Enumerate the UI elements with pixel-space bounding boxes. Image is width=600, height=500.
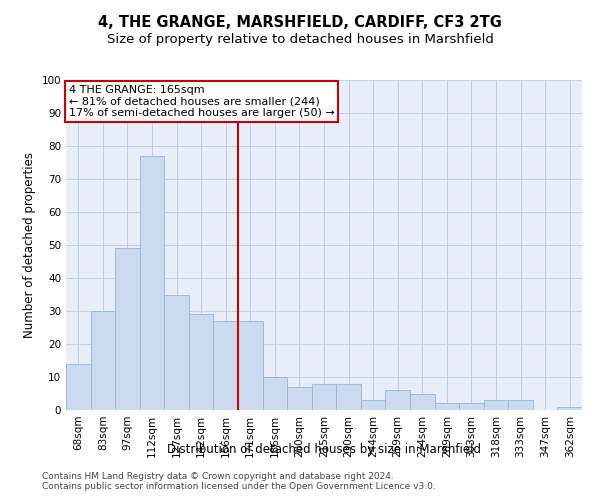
Bar [336, 384, 361, 410]
Bar [508, 400, 533, 410]
Text: 4 THE GRANGE: 165sqm
← 81% of detached houses are smaller (244)
17% of semi-deta: 4 THE GRANGE: 165sqm ← 81% of detached h… [68, 85, 334, 118]
Bar [115, 248, 140, 410]
Bar [189, 314, 214, 410]
Bar [385, 390, 410, 410]
Bar [140, 156, 164, 410]
Bar [214, 321, 238, 410]
Bar [312, 384, 336, 410]
Bar [91, 311, 115, 410]
Text: Size of property relative to detached houses in Marshfield: Size of property relative to detached ho… [107, 32, 493, 46]
Bar [66, 364, 91, 410]
Bar [459, 404, 484, 410]
Text: Contains HM Land Registry data © Crown copyright and database right 2024.: Contains HM Land Registry data © Crown c… [42, 472, 394, 481]
Text: 4, THE GRANGE, MARSHFIELD, CARDIFF, CF3 2TG: 4, THE GRANGE, MARSHFIELD, CARDIFF, CF3 … [98, 15, 502, 30]
Text: Distribution of detached houses by size in Marshfield: Distribution of detached houses by size … [167, 442, 481, 456]
Bar [434, 404, 459, 410]
Bar [361, 400, 385, 410]
Bar [164, 294, 189, 410]
Bar [484, 400, 508, 410]
Bar [287, 387, 312, 410]
Text: Contains public sector information licensed under the Open Government Licence v3: Contains public sector information licen… [42, 482, 436, 491]
Y-axis label: Number of detached properties: Number of detached properties [23, 152, 36, 338]
Bar [410, 394, 434, 410]
Bar [238, 321, 263, 410]
Bar [557, 406, 582, 410]
Bar [263, 377, 287, 410]
